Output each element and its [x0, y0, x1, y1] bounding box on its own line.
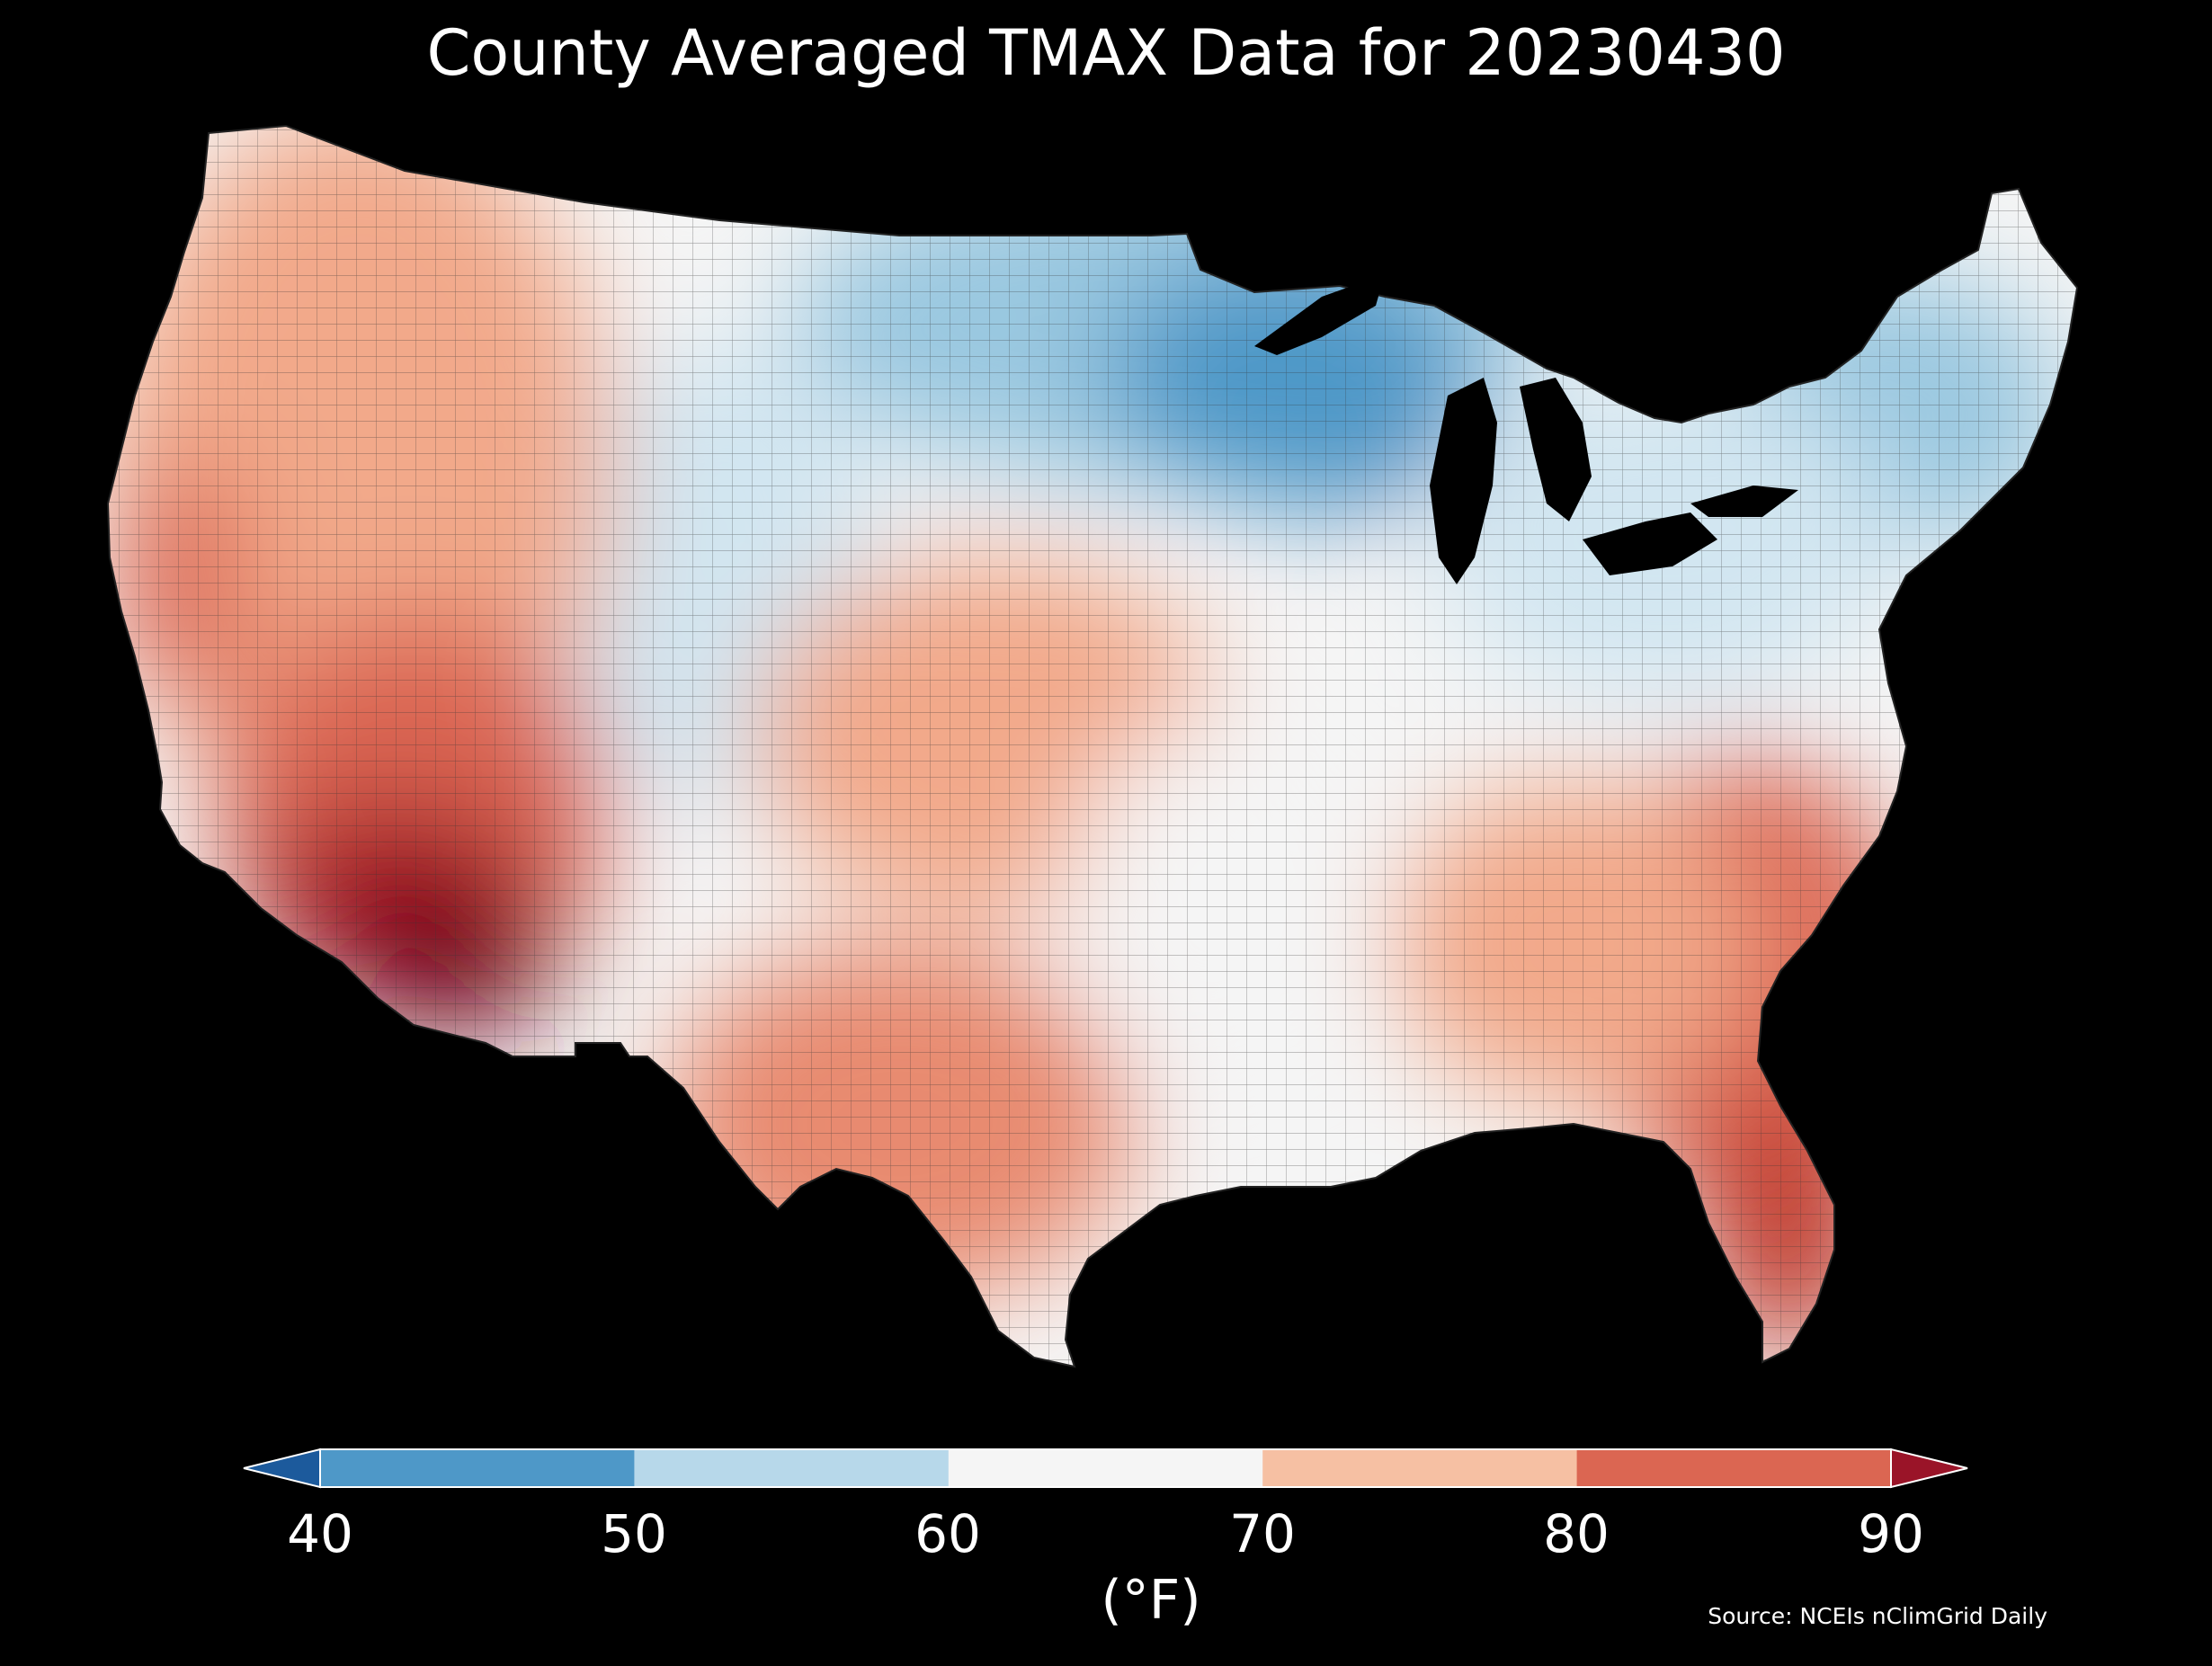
colorbar-tick-label: 80 — [1543, 1503, 1610, 1564]
colorbar-tick-label: 90 — [1858, 1503, 1924, 1564]
units-label: (°F) — [1101, 1569, 1201, 1632]
colorbar-tick-label: 70 — [1229, 1503, 1296, 1564]
colorbar-max-arrow — [1890, 1448, 1968, 1489]
colorbar-bin — [948, 1449, 1263, 1487]
colorbar-tick-label: 50 — [601, 1503, 667, 1564]
colorbar-bin — [1576, 1449, 1892, 1487]
colorbar-tick-label: 60 — [914, 1503, 981, 1564]
colorbar-min-arrow — [243, 1448, 321, 1489]
great-lakes — [1254, 274, 1798, 584]
colorbar-bin — [320, 1449, 635, 1487]
colorbar-tick-label: 40 — [287, 1503, 353, 1564]
us-county-tmax-map — [106, 124, 2079, 1368]
colorbar-bin — [1262, 1449, 1578, 1487]
map-title: County Averaged TMAX Data for 20230430 — [426, 16, 1786, 90]
source-credit: Source: NCEIs nClimGrid Daily — [1708, 1603, 2047, 1629]
colorbar-bin — [634, 1449, 950, 1487]
